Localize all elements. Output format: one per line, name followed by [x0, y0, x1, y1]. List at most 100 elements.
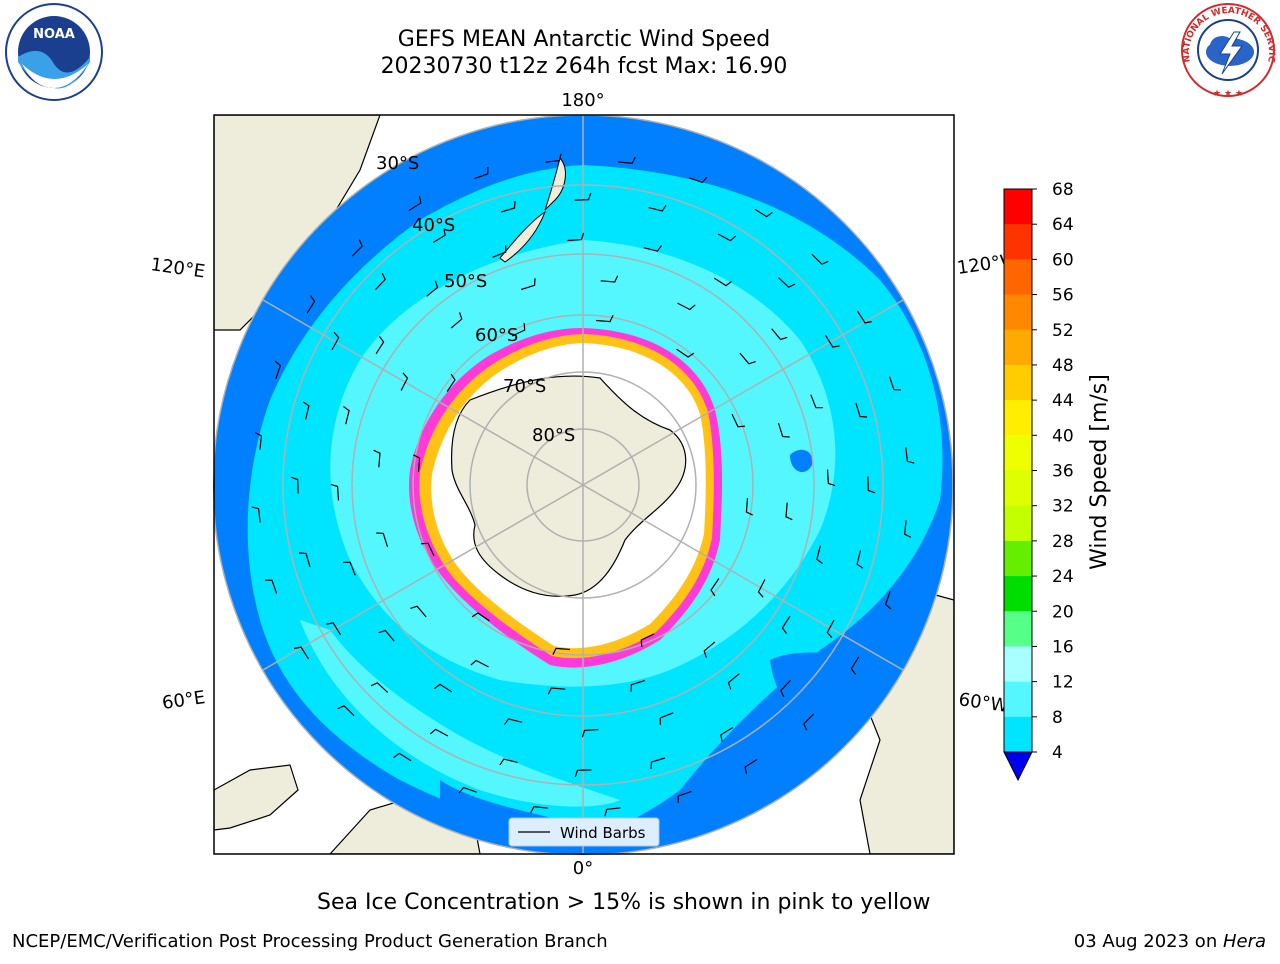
wind-barb — [298, 552, 311, 568]
wind-barb — [676, 348, 695, 358]
chart-subtitle: 20230730 t12z 264h fcst Max: 16.90 — [380, 54, 788, 79]
colorbar-segment — [1004, 716, 1032, 753]
wind-barb — [867, 476, 876, 494]
colorbar-tick-label: 68 — [1052, 180, 1074, 200]
wind-barb — [754, 208, 773, 218]
colorbar-segment — [1004, 681, 1032, 718]
lon-label-120e: 120°E — [149, 254, 206, 282]
nws-logo: NATIONAL WEATHER SERVICE ★ ★ ★ — [1173, 0, 1280, 106]
wind-barb — [648, 204, 667, 212]
wind-barb — [850, 656, 860, 675]
wind-barb — [471, 612, 490, 622]
wind-barb — [400, 372, 409, 391]
wind-barb — [604, 807, 621, 817]
wind-barb — [567, 232, 585, 242]
colorbar-tick-label: 44 — [1052, 391, 1074, 411]
lat-label-70s: 70°S — [503, 376, 546, 397]
colorbar-segment — [1004, 189, 1032, 225]
wind-barb — [552, 647, 570, 655]
colorbar-tick-label: 48 — [1052, 356, 1074, 376]
colorbar-segment — [1004, 470, 1032, 507]
colorbar-segment — [1004, 435, 1032, 471]
wind-barb — [905, 447, 915, 464]
wind-barb — [745, 498, 753, 516]
lon-label-top: 180° — [561, 90, 604, 111]
wind-barb — [855, 402, 868, 418]
lon-label-60w: 60°W — [957, 689, 1009, 717]
wind-barb — [780, 679, 791, 698]
wind-barb — [640, 633, 655, 648]
wind-barb — [251, 506, 261, 523]
wind-barb — [410, 605, 427, 618]
colorbar-tick-label: 56 — [1052, 286, 1074, 306]
colorbar-segment — [1004, 224, 1032, 260]
colorbar-segment — [1004, 540, 1032, 577]
wind-barb — [574, 192, 592, 201]
colorbar-segment — [1004, 646, 1032, 683]
colorbar-segment — [1004, 364, 1032, 401]
wind-barb — [499, 758, 518, 766]
footer-date-text: 03 Aug 2023 on — [1073, 931, 1223, 952]
wind-barb — [408, 195, 422, 212]
lat-label-80s: 80°S — [532, 425, 575, 446]
wind-barb — [343, 406, 350, 425]
colorbar-segment — [1004, 400, 1032, 436]
wind-barb — [343, 561, 356, 576]
lat-label-40s: 40°S — [412, 215, 455, 236]
colorbar-tick-label: 52 — [1052, 321, 1074, 341]
wind-barb — [659, 712, 674, 725]
colorbar-tick-label: 4 — [1052, 743, 1063, 763]
wind-barb — [824, 334, 840, 348]
wind-barb — [574, 769, 592, 778]
wind-barb — [413, 454, 421, 472]
colorbar-tick-label: 32 — [1052, 497, 1074, 517]
wind-barb — [710, 578, 720, 597]
wind-barb — [446, 373, 456, 392]
wind-barb — [393, 752, 412, 762]
wind-barb — [326, 622, 342, 636]
wind-barb — [596, 315, 614, 323]
wind-barb — [856, 550, 864, 569]
lon-label-bottom: 0° — [573, 858, 593, 879]
wind-barb — [630, 679, 645, 692]
wind-barbs-layer — [251, 153, 915, 817]
wind-barb — [717, 233, 737, 242]
colorbar-tick-label: 40 — [1052, 426, 1074, 446]
wind-barb — [274, 360, 282, 379]
lat-label-50s: 50°S — [444, 271, 487, 292]
wind-barb — [450, 312, 463, 329]
wind-barb — [771, 328, 788, 341]
wind-barb — [530, 805, 548, 814]
wind-barb — [375, 272, 386, 291]
colorbar-segment — [1004, 576, 1032, 612]
colorbar-segment — [1004, 329, 1032, 366]
wind-barb — [689, 176, 708, 184]
wind-barb — [777, 277, 796, 288]
wind-barb — [739, 352, 756, 365]
wind-barb — [826, 619, 835, 639]
wind-barb — [375, 336, 385, 355]
wind-barb — [816, 545, 823, 564]
colorbar-tick-label: 8 — [1052, 708, 1063, 728]
wind-barb — [643, 245, 662, 252]
wind-barb — [757, 579, 766, 598]
lat-label-60s: 60°S — [475, 325, 518, 346]
lat-label-30s: 30°S — [376, 153, 419, 174]
legend: Wind Barbs — [508, 817, 660, 847]
wind-barb — [254, 432, 263, 450]
footer-date: 03 Aug 2023 on Hera — [1074, 931, 1266, 952]
madagascar-landmass — [214, 764, 299, 831]
wind-barb — [600, 275, 619, 283]
wind-barb — [426, 280, 439, 297]
wind-barb — [713, 277, 732, 287]
wind-barb — [547, 687, 566, 695]
wind-barb — [378, 629, 395, 642]
colorbar-segment — [1004, 505, 1032, 542]
wind-barb — [331, 331, 340, 351]
wind-barb — [432, 228, 446, 244]
wind-barb — [521, 278, 536, 291]
footer-branch: NCEP/EMC/Verification Post Processing Pr… — [12, 931, 608, 952]
colorbar-tick-label: 60 — [1052, 250, 1074, 270]
wind-barb — [618, 156, 636, 165]
